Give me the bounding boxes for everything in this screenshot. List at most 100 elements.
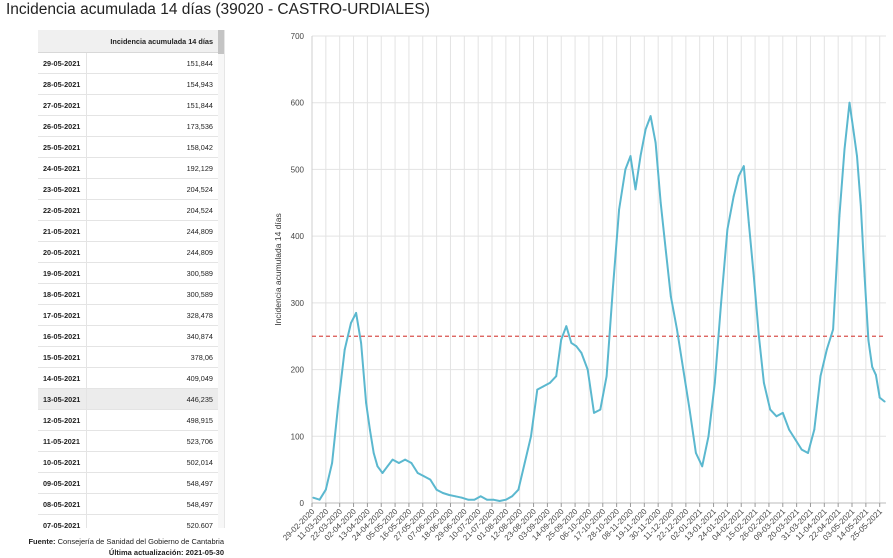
series-points: [312, 101, 886, 502]
data-point: [629, 155, 632, 158]
data-point: [331, 462, 333, 464]
data-point: [688, 408, 691, 411]
data-point: [769, 408, 772, 411]
table-row[interactable]: 16-05-2021 340,874: [38, 325, 218, 347]
row-date: 14-05-2021: [38, 367, 87, 389]
data-point: [800, 448, 803, 451]
table-row[interactable]: 14-05-2021 409,049: [38, 367, 218, 389]
table-row[interactable]: 23-05-2021 204,524: [38, 178, 218, 200]
table-row[interactable]: 13-05-2021 446,235: [38, 388, 218, 410]
table-row[interactable]: 08-05-2021 548,497: [38, 493, 218, 515]
row-value: 446,235: [86, 388, 218, 410]
table-row[interactable]: 09-05-2021 548,497: [38, 472, 218, 494]
row-date: 19-05-2021: [38, 262, 87, 284]
data-point: [883, 400, 886, 403]
data-point: [360, 342, 362, 344]
data-point: [852, 128, 855, 131]
table-row[interactable]: 21-05-2021 244,809: [38, 220, 218, 242]
table-row[interactable]: 18-05-2021 300,589: [38, 283, 218, 305]
table-row[interactable]: 22-05-2021 204,524: [38, 199, 218, 221]
data-point: [788, 428, 790, 431]
data-point: [701, 465, 704, 468]
y-tick-label: 200: [291, 366, 305, 375]
row-date: 27-05-2021: [38, 94, 87, 116]
row-value: 328,478: [86, 304, 218, 326]
data-point: [530, 435, 532, 438]
row-value: 340,874: [86, 325, 218, 347]
data-point: [664, 248, 667, 251]
data-point: [624, 168, 627, 171]
row-value: 409,049: [86, 367, 218, 389]
data-point: [605, 375, 608, 378]
table-scrollbar[interactable]: [218, 30, 224, 528]
scrollbar-thumb[interactable]: [218, 30, 224, 54]
table-row[interactable]: 19-05-2021 300,589: [38, 262, 218, 284]
data-point: [511, 495, 513, 498]
row-date: 09-05-2021: [38, 472, 87, 494]
data-point: [843, 148, 846, 151]
data-point: [473, 498, 476, 501]
data-point: [318, 498, 321, 501]
table-row[interactable]: 24-05-2021 192,129: [38, 157, 218, 179]
row-value: 154,943: [86, 73, 218, 95]
data-point: [775, 415, 778, 418]
data-point: [832, 328, 834, 331]
data-point: [498, 500, 501, 502]
data-point: [398, 462, 400, 464]
data-point: [410, 462, 413, 464]
table-row[interactable]: 26-05-2021 173,536: [38, 115, 218, 137]
data-point: [618, 208, 620, 211]
data-point: [355, 312, 357, 314]
table-row[interactable]: 12-05-2021 498,915: [38, 409, 218, 431]
row-value: 151,844: [86, 94, 218, 116]
footer: Fuente: Consejería de Sanidad del Gobier…: [0, 536, 224, 558]
data-point: [838, 215, 841, 218]
table-row[interactable]: 25-05-2021 158,042: [38, 136, 218, 158]
row-date: 13-05-2021: [38, 388, 87, 410]
data-point: [586, 368, 589, 371]
data-point: [747, 221, 750, 224]
source-label: Fuente:: [28, 537, 56, 546]
row-value: 548,497: [86, 472, 218, 494]
data-point: [570, 342, 573, 344]
y-tick-label: 400: [291, 232, 305, 241]
table-row[interactable]: 29-05-2021 151,844: [38, 52, 218, 74]
table-row[interactable]: 20-05-2021 244,809: [38, 241, 218, 263]
data-point: [429, 478, 432, 481]
data-point: [479, 495, 482, 498]
table-row[interactable]: 07-05-2021 520,607: [38, 514, 218, 528]
row-value: 158,042: [86, 136, 218, 158]
row-date: 26-05-2021: [38, 115, 87, 137]
row-date: 29-05-2021: [38, 52, 87, 74]
row-value: 502,014: [86, 451, 218, 473]
data-point: [871, 366, 874, 368]
data-point: [391, 458, 394, 461]
row-value: 523,706: [86, 430, 218, 452]
table-row[interactable]: 28-05-2021 154,943: [38, 73, 218, 95]
data-point: [676, 328, 678, 331]
table-row[interactable]: 10-05-2021 502,014: [38, 451, 218, 473]
data-point: [312, 496, 315, 499]
incidence-table-container[interactable]: Incidencia acumulada 14 días 29-05-2021 1…: [38, 30, 225, 528]
table-row[interactable]: 15-05-2021 378,06: [38, 346, 218, 368]
source-line: Fuente: Consejería de Sanidad del Gobier…: [0, 536, 224, 547]
y-tick-label: 600: [291, 99, 305, 108]
data-point: [435, 488, 438, 491]
y-tick-label: 700: [291, 32, 305, 41]
table-row[interactable]: 27-05-2021 151,844: [38, 94, 218, 116]
table-row[interactable]: 17-05-2021 328,478: [38, 304, 218, 326]
row-value: 151,844: [86, 52, 218, 74]
updated-line: Última actualización: 2021-05-30: [0, 547, 224, 558]
data-point: [634, 188, 637, 191]
data-point: [763, 382, 765, 384]
data-point: [644, 128, 647, 131]
row-date: 22-05-2021: [38, 199, 87, 221]
incidence-column-header[interactable]: Incidencia acumulada 14 días: [86, 30, 218, 53]
data-point: [713, 382, 716, 384]
data-point: [454, 495, 457, 498]
row-value: 300,589: [86, 283, 218, 305]
table-row[interactable]: 11-05-2021 523,706: [38, 430, 218, 452]
row-date: 16-05-2021: [38, 325, 87, 347]
data-point: [695, 452, 697, 454]
date-column-header[interactable]: [38, 30, 87, 53]
